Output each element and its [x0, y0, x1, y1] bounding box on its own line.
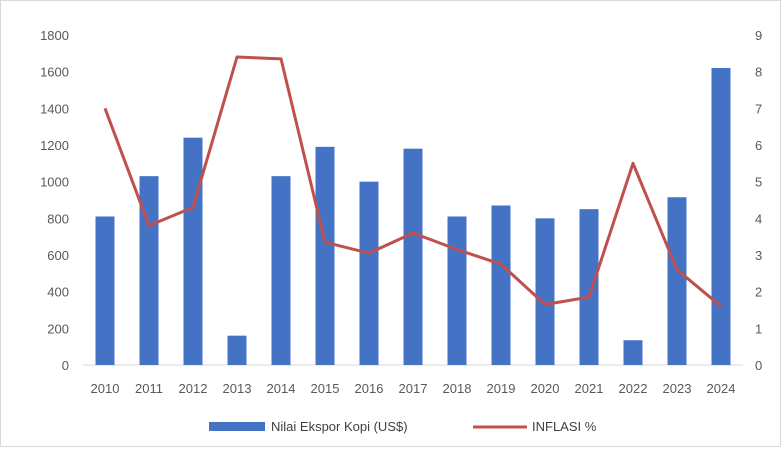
inflation-line [103, 55, 722, 308]
x-tick-label: 2012 [179, 381, 208, 396]
x-tick-label: 2014 [267, 381, 296, 396]
bar [623, 340, 643, 365]
left-tick-label: 600 [47, 248, 69, 263]
bar [227, 335, 247, 365]
right-tick-label: 6 [755, 138, 762, 153]
x-axis-ticks: 2010 2011 2012 2013 2014 2015 2016 2017 2018 2019… [91, 381, 736, 396]
x-tick-label: 2013 [223, 381, 252, 396]
bar [315, 146, 335, 365]
x-tick-label: 2022 [619, 381, 648, 396]
right-tick-label: 7 [755, 101, 762, 116]
x-tick-label: 2020 [531, 381, 560, 396]
x-tick-label: 2019 [487, 381, 516, 396]
bar [95, 216, 115, 365]
right-axis-ticks: 0 1 2 3 4 5 6 7 8 9 [755, 28, 762, 373]
bar [447, 216, 467, 365]
left-tick-label: 800 [47, 211, 69, 226]
bar [359, 181, 379, 365]
x-tick-label: 2018 [443, 381, 472, 396]
left-tick-label: 0 [62, 358, 69, 373]
right-tick-label: 4 [755, 211, 762, 226]
right-tick-label: 9 [755, 28, 762, 43]
left-tick-label: 1400 [40, 101, 69, 116]
x-tick-label: 2021 [575, 381, 604, 396]
left-tick-label: 1200 [40, 138, 69, 153]
bar [711, 68, 731, 365]
bar [535, 218, 555, 365]
x-tick-label: 2011 [135, 381, 163, 396]
left-tick-label: 1000 [40, 175, 69, 190]
left-tick-label: 400 [47, 285, 69, 300]
x-tick-label: 2016 [355, 381, 384, 396]
bar [667, 197, 687, 365]
right-tick-label: 3 [755, 248, 762, 263]
right-tick-label: 1 [755, 321, 762, 336]
legend-bar-label: Nilai Ekspor Kopi (US$) [271, 419, 408, 434]
x-tick-label: 2017 [399, 381, 428, 396]
legend-bar-swatch [209, 422, 265, 431]
x-tick-label: 2015 [311, 381, 340, 396]
x-tick-label: 2010 [91, 381, 120, 396]
left-tick-label: 1600 [40, 65, 69, 80]
x-tick-label: 2024 [707, 381, 736, 396]
bar [271, 176, 291, 365]
bar [403, 148, 423, 365]
bar [183, 137, 203, 365]
x-tick-label: 2023 [663, 381, 692, 396]
legend-line-label: INFLASI % [532, 419, 597, 434]
legend: Nilai Ekspor Kopi (US$) INFLASI % [209, 419, 597, 434]
right-tick-label: 5 [755, 175, 762, 190]
bar [491, 205, 511, 365]
bar-series [95, 68, 731, 365]
left-tick-label: 1800 [40, 28, 69, 43]
right-tick-label: 2 [755, 285, 762, 300]
left-tick-label: 200 [47, 321, 69, 336]
right-tick-label: 0 [755, 358, 762, 373]
left-axis-ticks: 0 200 400 600 800 1000 1200 1400 1600 1800 [40, 28, 69, 373]
right-tick-label: 8 [755, 65, 762, 80]
bar [579, 209, 599, 365]
